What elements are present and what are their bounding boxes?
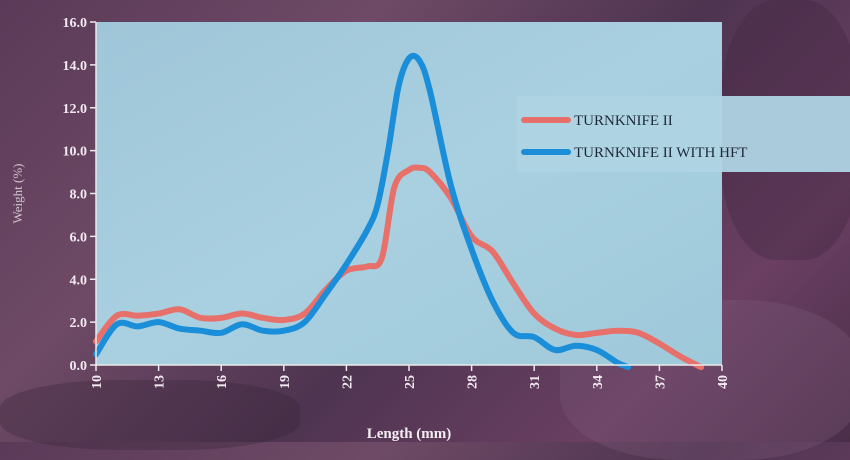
legend-label: TURNKNIFE II WITH HFT [574, 145, 747, 161]
y-axis-title: Weight (%) [10, 164, 25, 224]
tick-labels: 0.0 2.0 4.0 6.0 8.0 10.0 12.0 14.0 16.0 10 13 16 19 2… [63, 16, 732, 389]
y-tick-label: 10.0 [63, 145, 88, 160]
y-tick-label: 14.0 [63, 59, 88, 74]
background-blob [0, 380, 300, 450]
y-tick-label: 4.0 [70, 273, 88, 288]
y-tick-label: 6.0 [70, 230, 88, 245]
x-tick-label: 22 [340, 375, 355, 389]
series-line-1 [93, 164, 705, 371]
x-tick-label: 10 [90, 375, 105, 389]
x-tick-label: 40 [716, 375, 731, 389]
line-chart: 0.0 2.0 4.0 6.0 8.0 10.0 12.0 14.0 16.0 10 13 16 19 2… [10, 16, 850, 442]
x-tick-label: 34 [591, 375, 606, 389]
legend: TURNKNIFE II TURNKNIFE II WITH HFT [517, 96, 850, 172]
x-axis-title: Length (mm) [367, 426, 452, 442]
y-tick-label: 12.0 [63, 102, 88, 117]
y-tick-label: 16.0 [63, 16, 88, 31]
y-tick-label: 8.0 [70, 188, 88, 203]
y-tick-label: 0.0 [70, 359, 88, 374]
x-tick-label: 28 [466, 375, 481, 389]
series-line-2 [93, 52, 632, 371]
x-tick-label: 37 [653, 375, 668, 389]
series-layer [93, 52, 705, 371]
x-tick-label: 25 [403, 375, 418, 389]
x-tick-label: 19 [278, 375, 293, 389]
legend-label: TURNKNIFE II [574, 113, 673, 129]
legend-box [517, 96, 850, 172]
x-tick-label: 13 [153, 375, 168, 389]
plot-area [96, 22, 722, 365]
y-tick-label: 2.0 [70, 316, 88, 331]
x-tick-label: 16 [215, 375, 230, 389]
x-tick-label: 31 [528, 375, 543, 389]
